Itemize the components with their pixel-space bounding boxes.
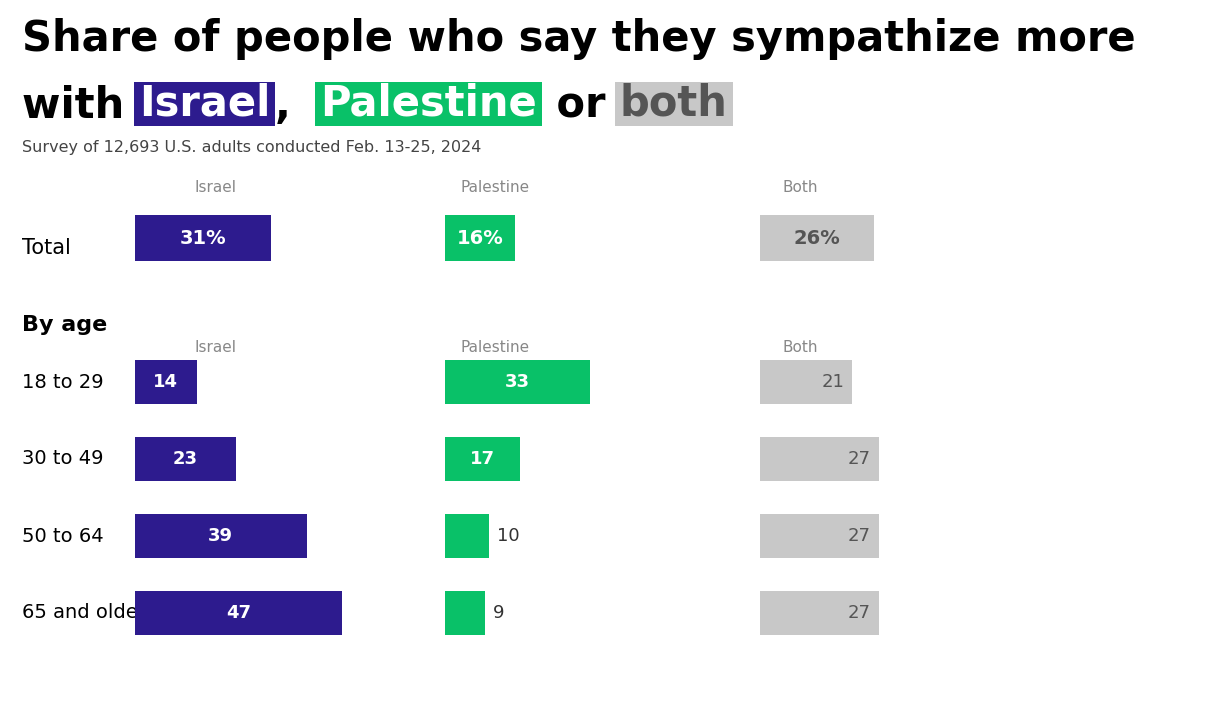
Text: Israel: Israel xyxy=(139,83,270,125)
Text: By age: By age xyxy=(22,315,107,335)
Text: 65 and older: 65 and older xyxy=(22,603,146,623)
Text: Total: Total xyxy=(22,238,71,258)
Text: 17: 17 xyxy=(470,450,495,468)
FancyBboxPatch shape xyxy=(760,215,875,261)
Text: 31%: 31% xyxy=(179,228,227,248)
Text: 14: 14 xyxy=(154,373,178,391)
Text: Palestine: Palestine xyxy=(460,180,529,195)
Text: 9: 9 xyxy=(493,604,504,622)
Text: 26%: 26% xyxy=(794,228,841,248)
Text: both: both xyxy=(620,83,727,125)
FancyBboxPatch shape xyxy=(760,591,878,635)
Text: Both: Both xyxy=(782,180,817,195)
Text: 27: 27 xyxy=(848,604,871,622)
FancyBboxPatch shape xyxy=(315,82,542,126)
FancyBboxPatch shape xyxy=(445,514,489,558)
FancyBboxPatch shape xyxy=(135,514,306,558)
Text: Both: Both xyxy=(782,340,817,355)
FancyBboxPatch shape xyxy=(445,591,484,635)
Text: 27: 27 xyxy=(848,450,871,468)
Text: Israel: Israel xyxy=(194,180,235,195)
Text: Palestine: Palestine xyxy=(460,340,529,355)
Text: Share of people who say they sympathize more: Share of people who say they sympathize … xyxy=(22,18,1136,60)
FancyBboxPatch shape xyxy=(760,514,878,558)
Text: 23: 23 xyxy=(173,450,198,468)
Text: Survey of 12,693 U.S. adults conducted Feb. 13-25, 2024: Survey of 12,693 U.S. adults conducted F… xyxy=(22,140,482,155)
Text: 30 to 49: 30 to 49 xyxy=(22,450,104,468)
Text: 50 to 64: 50 to 64 xyxy=(22,526,104,545)
FancyBboxPatch shape xyxy=(445,360,590,404)
Text: 16%: 16% xyxy=(456,228,504,248)
FancyBboxPatch shape xyxy=(135,360,196,404)
FancyBboxPatch shape xyxy=(760,437,878,481)
FancyBboxPatch shape xyxy=(445,215,515,261)
FancyBboxPatch shape xyxy=(615,82,733,126)
Text: ,: , xyxy=(276,85,292,127)
Text: 27: 27 xyxy=(848,527,871,545)
Text: or: or xyxy=(542,85,620,127)
Text: 39: 39 xyxy=(209,527,233,545)
Text: 21: 21 xyxy=(821,373,844,391)
Text: 47: 47 xyxy=(226,604,251,622)
Text: Palestine: Palestine xyxy=(320,83,537,125)
FancyBboxPatch shape xyxy=(135,591,342,635)
FancyBboxPatch shape xyxy=(134,82,276,126)
FancyBboxPatch shape xyxy=(135,437,237,481)
FancyBboxPatch shape xyxy=(445,437,520,481)
Text: with: with xyxy=(22,85,139,127)
Text: Israel: Israel xyxy=(194,340,235,355)
Text: 18 to 29: 18 to 29 xyxy=(22,373,104,391)
FancyBboxPatch shape xyxy=(135,215,271,261)
FancyBboxPatch shape xyxy=(760,360,853,404)
Text: 10: 10 xyxy=(497,527,520,545)
Text: 33: 33 xyxy=(505,373,531,391)
